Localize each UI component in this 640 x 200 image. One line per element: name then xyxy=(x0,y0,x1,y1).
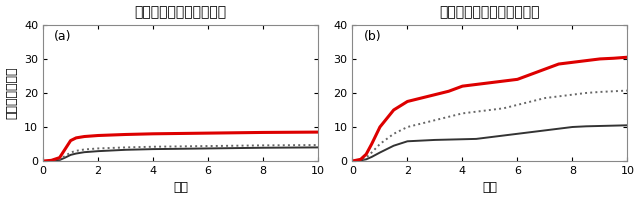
Title: 磁力線が南北対称な場合: 磁力線が南北対称な場合 xyxy=(134,6,227,20)
Text: (a): (a) xyxy=(54,30,72,43)
Title: 磁力線が南北非対称な場合: 磁力線が南北非対称な場合 xyxy=(440,6,540,20)
X-axis label: 時間: 時間 xyxy=(173,181,188,194)
Y-axis label: 電子の消失率％: 電子の消失率％ xyxy=(6,67,19,119)
X-axis label: 時間: 時間 xyxy=(483,181,497,194)
Text: (b): (b) xyxy=(364,30,381,43)
